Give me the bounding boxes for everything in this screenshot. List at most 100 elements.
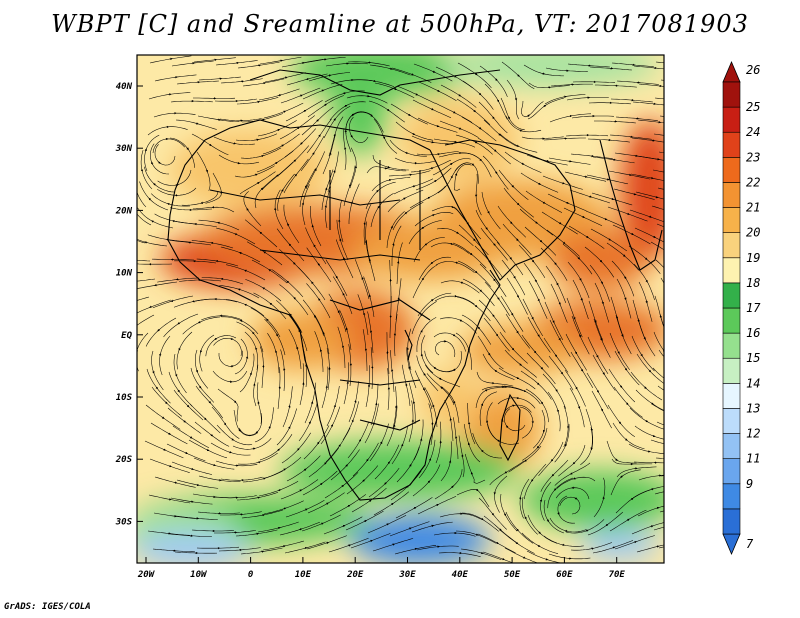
streamline-arrow — [454, 173, 458, 177]
streamline-arrow — [286, 280, 290, 284]
streamline-arrow — [195, 369, 199, 373]
streamline-arrow — [469, 252, 473, 256]
streamline-arrow — [268, 269, 272, 272]
streamline-arrow — [297, 447, 300, 451]
streamline-arrow — [427, 480, 431, 484]
streamline-arrow — [630, 232, 634, 236]
streamline-arrow — [643, 336, 646, 340]
streamline-arrow — [262, 477, 266, 480]
lat-label: 10S — [116, 393, 133, 403]
longitude-axis: 20W 10W 0 10E 20E 30E 40E 50E 60E 70E — [137, 557, 625, 580]
streamline-arrow — [438, 377, 442, 381]
streamline-arrow — [572, 461, 576, 465]
streamline-arrow — [161, 416, 165, 419]
streamline-arrow — [509, 257, 512, 260]
streamline-arrow — [368, 499, 372, 503]
streamline-arrow — [602, 372, 605, 375]
streamline-arrow — [648, 369, 652, 373]
streamline-arrow — [198, 385, 202, 389]
streamline-arrow — [670, 414, 672, 415]
streamline-arrow — [573, 316, 576, 320]
streamline-arrow — [575, 386, 578, 390]
streamline-arrow — [585, 235, 589, 239]
streamline-arrow — [516, 330, 519, 334]
streamline-arrow — [624, 438, 628, 441]
streamline-arrow — [314, 315, 317, 318]
streamline-arrow — [189, 436, 193, 439]
streamline-arrow — [282, 110, 287, 113]
colorbar-swatch — [722, 257, 741, 284]
streamline-arrow — [605, 523, 609, 527]
streamline-arrow — [622, 254, 626, 257]
colorbar-label: 26 — [746, 63, 760, 77]
streamline-arrow — [430, 299, 434, 302]
streamline-arrow — [144, 148, 147, 152]
streamline-arrow — [470, 471, 474, 475]
streamline-arrow — [423, 372, 426, 376]
streamline-arrow — [303, 468, 307, 471]
streamline-arrow — [186, 404, 190, 408]
streamline-arrow — [152, 370, 155, 374]
streamline-arrow — [322, 331, 325, 335]
streamline-arrow — [163, 448, 167, 451]
streamline-arrow — [618, 421, 622, 425]
streamline-arrow — [458, 94, 462, 97]
streamline-arrow — [556, 282, 559, 286]
colorbar-swatch — [722, 408, 741, 434]
streamline-arrow — [329, 152, 332, 156]
streamline-arrow — [312, 152, 315, 155]
streamline-arrow — [588, 195, 593, 198]
streamline-arrow — [493, 243, 496, 246]
streamline-arrow — [254, 173, 258, 176]
field-patch — [420, 370, 480, 430]
streamline-arrow — [511, 347, 515, 351]
field-patch — [280, 440, 520, 500]
streamline-arrow — [579, 277, 582, 281]
streamline-arrow — [556, 409, 559, 413]
streamline-arrow — [238, 429, 241, 432]
streamline-arrow — [276, 174, 280, 177]
streamline-arrow — [165, 401, 168, 405]
streamline-arrow — [504, 471, 508, 474]
streamline-arrow — [516, 528, 519, 532]
streamline-arrow — [577, 405, 581, 409]
streamline-arrow — [578, 334, 581, 338]
streamline-arrow — [600, 281, 603, 285]
streamline-arrow — [317, 262, 321, 266]
streamline-arrow — [611, 197, 615, 201]
streamline-arrow — [594, 319, 597, 324]
streamline-arrow — [246, 207, 249, 211]
streamline — [652, 367, 664, 379]
colorbar-label: 17 — [746, 301, 761, 315]
streamline-arrow — [626, 212, 630, 215]
field-patch — [520, 470, 664, 530]
streamline-arrow — [615, 458, 619, 461]
colorbar-label: 23 — [746, 150, 760, 164]
streamline — [660, 475, 664, 477]
streamline-arrow — [537, 334, 540, 338]
streamline-arrow — [390, 225, 393, 229]
streamline-arrow — [281, 144, 285, 147]
streamline-arrow — [400, 443, 404, 447]
streamline-arrow — [485, 227, 488, 230]
streamline-arrow — [263, 251, 267, 254]
streamline-arrow — [410, 73, 415, 76]
streamline-arrow — [540, 367, 544, 370]
streamline-arrow — [484, 389, 488, 392]
streamline-arrow — [656, 506, 660, 510]
streamline-arrow — [452, 368, 456, 371]
streamline-arrow — [473, 109, 477, 113]
streamline-arrow — [534, 279, 537, 283]
lat-label: EQ — [121, 331, 132, 341]
streamline-arrow — [535, 221, 538, 224]
streamline-arrow — [318, 298, 321, 301]
streamline-arrow — [168, 432, 171, 435]
streamline-arrow — [480, 551, 484, 555]
streamline-arrow — [510, 312, 514, 316]
streamline-arrow — [256, 181, 260, 185]
streamline-arrow — [478, 127, 482, 130]
streamline-arrow — [199, 349, 203, 353]
streamline-arrow — [645, 300, 648, 304]
streamline-arrow — [496, 439, 500, 442]
streamline-arrow — [205, 169, 208, 173]
